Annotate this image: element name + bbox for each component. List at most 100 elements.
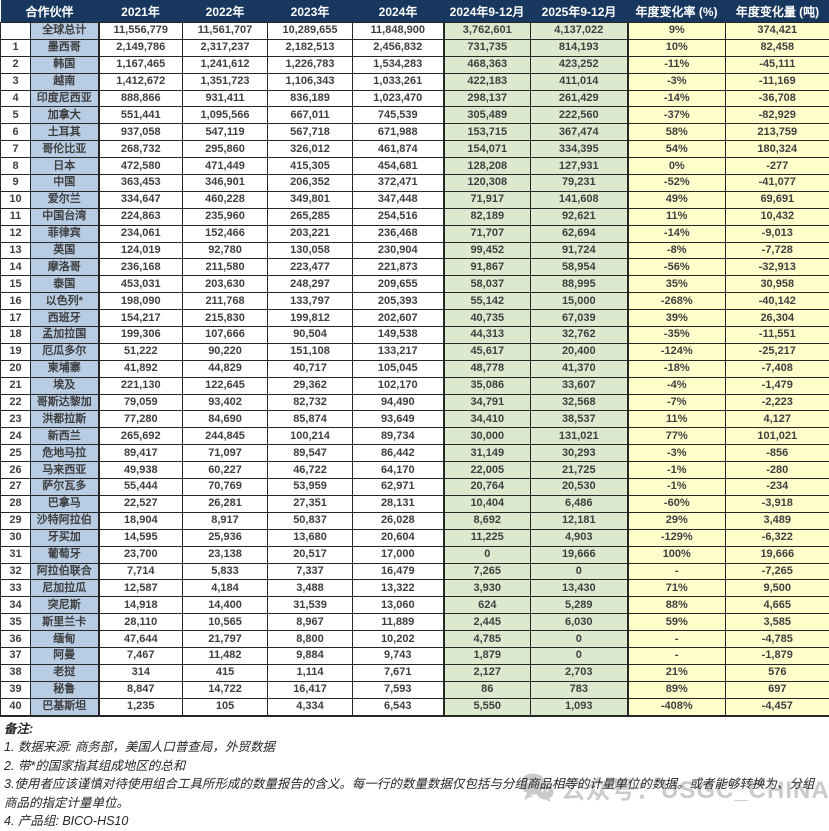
value-2024-cell: 93,649	[353, 411, 444, 428]
partner-cell: 秘鲁	[31, 681, 99, 698]
yoy-volume-cell: 576	[726, 664, 829, 681]
yoy-rate-cell: -4%	[628, 377, 726, 394]
yoy-rate-cell: 71%	[628, 580, 726, 597]
value-2022-cell: 44,829	[183, 360, 268, 377]
value-2024-sep-dec-cell: 2,445	[444, 614, 531, 631]
value-2022-cell: 25,936	[183, 529, 268, 546]
rank-cell: 16	[1, 293, 31, 310]
value-2023-cell: 223,477	[268, 259, 353, 276]
value-2021-cell: 89,417	[99, 445, 183, 462]
value-2024-sep-dec-cell: 128,208	[444, 158, 531, 175]
value-2022-cell: 295,860	[183, 141, 268, 158]
partner-cell: 菲律宾	[31, 225, 99, 242]
value-2025-sep-dec-cell: 88,995	[531, 276, 628, 293]
yoy-rate-cell: -60%	[628, 495, 726, 512]
value-2024-sep-dec-cell: 45,617	[444, 343, 531, 360]
value-2024-sep-dec-cell: 298,137	[444, 90, 531, 107]
value-2024-sep-dec-cell: 468,363	[444, 56, 531, 73]
value-2023-cell: 199,812	[268, 310, 353, 327]
value-2024-cell: 745,539	[353, 107, 444, 124]
partner-cell: 爱尔兰	[31, 191, 99, 208]
column-header-4: 2024年	[353, 0, 444, 23]
value-2025-sep-dec-cell: 783	[531, 681, 628, 698]
value-2023-cell: 31,539	[268, 597, 353, 614]
rank-cell: 23	[1, 411, 31, 428]
value-2022-cell: 5,833	[183, 563, 268, 580]
value-2022-cell: 11,482	[183, 647, 268, 664]
value-2022-cell: 11,561,707	[183, 23, 268, 40]
value-2023-cell: 9,884	[268, 647, 353, 664]
value-2022-cell: 346,901	[183, 175, 268, 192]
yoy-rate-cell: -14%	[628, 90, 726, 107]
partner-cell: 韩国	[31, 56, 99, 73]
value-2022-cell: 203,630	[183, 276, 268, 293]
value-2022-cell: 460,228	[183, 191, 268, 208]
value-2022-cell: 244,845	[183, 428, 268, 445]
value-2021-cell: 7,467	[99, 647, 183, 664]
value-2024-sep-dec-cell: 731,735	[444, 39, 531, 56]
value-2023-cell: 248,297	[268, 276, 353, 293]
value-2025-sep-dec-cell: 367,474	[531, 124, 628, 141]
value-2022-cell: 1,095,566	[183, 107, 268, 124]
value-2023-cell: 85,874	[268, 411, 353, 428]
value-2023-cell: 53,959	[268, 479, 353, 496]
value-2023-cell: 265,285	[268, 208, 353, 225]
partner-cell: 洪都拉斯	[31, 411, 99, 428]
partner-cell: 葡萄牙	[31, 546, 99, 563]
column-header-5: 2024年9-12月	[444, 0, 531, 23]
value-2021-cell: 334,647	[99, 191, 183, 208]
value-2025-sep-dec-cell: 13,430	[531, 580, 628, 597]
value-2023-cell: 1,226,783	[268, 56, 353, 73]
rank-cell: 19	[1, 343, 31, 360]
value-2023-cell: 133,797	[268, 293, 353, 310]
rank-cell: 25	[1, 445, 31, 462]
partner-cell: 埃及	[31, 377, 99, 394]
partner-cell: 阿曼	[31, 647, 99, 664]
rank-cell: 12	[1, 225, 31, 242]
yoy-rate-cell: -124%	[628, 343, 726, 360]
value-2025-sep-dec-cell: 261,429	[531, 90, 628, 107]
value-2025-sep-dec-cell: 32,762	[531, 327, 628, 344]
partner-cell: 新西兰	[31, 428, 99, 445]
value-2024-cell: 28,131	[353, 495, 444, 512]
value-2023-cell: 27,351	[268, 495, 353, 512]
value-2024-sep-dec-cell: 91,867	[444, 259, 531, 276]
yoy-volume-cell: 69,691	[726, 191, 829, 208]
yoy-volume-cell: -41,077	[726, 175, 829, 192]
value-2024-sep-dec-cell: 55,142	[444, 293, 531, 310]
partner-cell: 孟加拉国	[31, 327, 99, 344]
value-2024-cell: 202,607	[353, 310, 444, 327]
value-2021-cell: 221,130	[99, 377, 183, 394]
value-2022-cell: 92,780	[183, 242, 268, 259]
value-2022-cell: 60,227	[183, 462, 268, 479]
value-2023-cell: 8,967	[268, 614, 353, 631]
value-2024-cell: 62,971	[353, 479, 444, 496]
value-2023-cell: 836,189	[268, 90, 353, 107]
value-2024-sep-dec-cell: 40,735	[444, 310, 531, 327]
rank-cell: 9	[1, 175, 31, 192]
value-2024-cell: 236,468	[353, 225, 444, 242]
yoy-volume-cell: -2,223	[726, 394, 829, 411]
yoy-volume-cell: -32,913	[726, 259, 829, 276]
yoy-rate-cell: 100%	[628, 546, 726, 563]
value-2025-sep-dec-cell: 814,193	[531, 39, 628, 56]
value-2025-sep-dec-cell: 41,370	[531, 360, 628, 377]
value-2021-cell: 236,168	[99, 259, 183, 276]
yoy-rate-cell: -1%	[628, 462, 726, 479]
value-2024-cell: 461,874	[353, 141, 444, 158]
value-2025-sep-dec-cell: 58,954	[531, 259, 628, 276]
value-2024-sep-dec-cell: 153,715	[444, 124, 531, 141]
value-2021-cell: 2,149,786	[99, 39, 183, 56]
rank-cell: 28	[1, 495, 31, 512]
value-2022-cell: 70,769	[183, 479, 268, 496]
partner-cell: 沙特阿拉伯	[31, 512, 99, 529]
